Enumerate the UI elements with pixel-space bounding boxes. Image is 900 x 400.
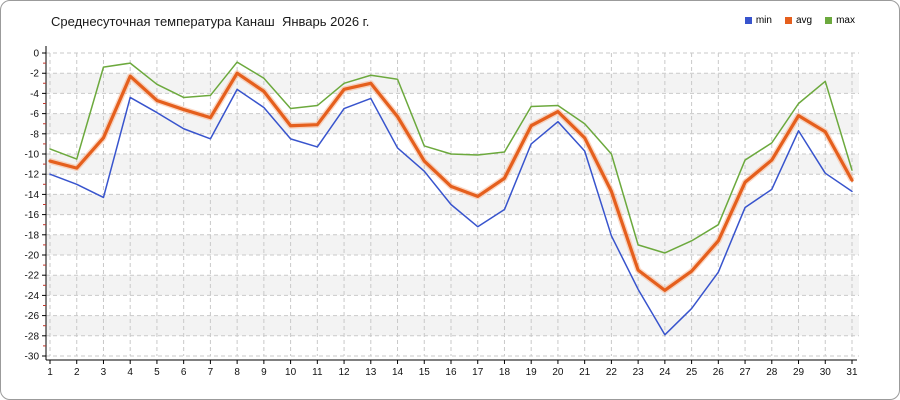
x-tick-label: 25 <box>686 367 698 378</box>
x-tick-label: 11 <box>312 367 323 378</box>
y-tick-label: -20 <box>25 251 40 262</box>
x-tick-label: 20 <box>552 367 564 378</box>
x-tick-label: 23 <box>633 367 645 378</box>
y-tick-label: -8 <box>30 129 39 140</box>
x-tick-label: 21 <box>579 367 591 378</box>
x-tick-label: 16 <box>445 367 457 378</box>
x-tick-label: 26 <box>713 367 725 378</box>
x-tick-label: 31 <box>846 367 858 378</box>
x-axis: 1 2 3 4 5 6 7 8 9 10 11 12 13 14 15 16 17 18 19 20 21 22 23 24 2… <box>46 359 858 378</box>
x-tick-label: 12 <box>339 367 351 378</box>
legend-item-avg: avg <box>784 15 813 26</box>
x-tick-label: 19 <box>526 367 538 378</box>
y-tick-label: -12 <box>25 170 40 181</box>
y-tick-label: -24 <box>25 291 40 302</box>
legend-swatch-avg <box>784 17 792 24</box>
v-gridlines <box>49 53 853 356</box>
x-tick-label: 17 <box>472 367 484 378</box>
y-tick-label: -16 <box>25 210 40 221</box>
legend-label-min: min <box>755 15 772 26</box>
y-tick-label: -28 <box>25 331 40 342</box>
legend-item-max: max <box>825 15 855 26</box>
x-tick-label: 24 <box>659 367 671 378</box>
x-tick-label: 9 <box>261 367 267 378</box>
y-tick-label: 0 <box>33 49 39 60</box>
y-tick-label: -10 <box>25 150 40 161</box>
x-tick-label: 30 <box>820 367 832 378</box>
series-min <box>49 88 853 336</box>
legend: min avg max <box>744 15 855 26</box>
legend-item-min: min <box>744 15 772 26</box>
series-avg <box>48 70 855 294</box>
x-tick-label: 18 <box>499 367 511 378</box>
y-axis: 0 -2 -4 -6 -8 -10 -12 -14 -16 -18 -20 -22 -24 -26 -28 -… <box>25 46 47 363</box>
x-tick-label: 10 <box>285 367 297 378</box>
x-tick-label: 2 <box>74 367 80 378</box>
x-tick-label: 4 <box>127 367 133 378</box>
x-tick-label: 14 <box>392 367 404 378</box>
x-tick-label: 1 <box>47 367 53 378</box>
legend-label-avg: avg <box>795 15 813 26</box>
x-tick-label: 29 <box>793 367 805 378</box>
x-tick-label: 15 <box>419 367 431 378</box>
x-tick-label: 27 <box>739 367 751 378</box>
x-tick-label: 6 <box>181 367 187 378</box>
y-tick-label: -6 <box>30 109 39 120</box>
x-tick-label: 13 <box>365 367 377 378</box>
series-max <box>49 61 853 254</box>
plot-bands <box>46 53 859 356</box>
x-tick-label: 5 <box>154 367 160 378</box>
chart-title: Среднесуточная температура Канаш Январь … <box>51 14 370 29</box>
y-tick-label: -30 <box>25 352 40 363</box>
y-tick-label: -4 <box>30 89 39 100</box>
y-tick-label: -22 <box>25 271 40 282</box>
y-tick-label: -14 <box>25 190 40 201</box>
x-tick-label: 8 <box>234 367 240 378</box>
legend-label-max: max <box>836 15 855 26</box>
x-tick-label: 28 <box>766 367 778 378</box>
x-tick-label: 3 <box>101 367 107 378</box>
y-tick-label: -2 <box>30 69 39 80</box>
x-tick-label: 22 <box>606 367 618 378</box>
y-tick-label: -26 <box>25 311 40 322</box>
x-tick-label: 7 <box>208 367 214 378</box>
legend-swatch-max <box>825 17 833 24</box>
legend-swatch-min <box>744 17 752 24</box>
y-tick-label: -18 <box>25 230 40 241</box>
